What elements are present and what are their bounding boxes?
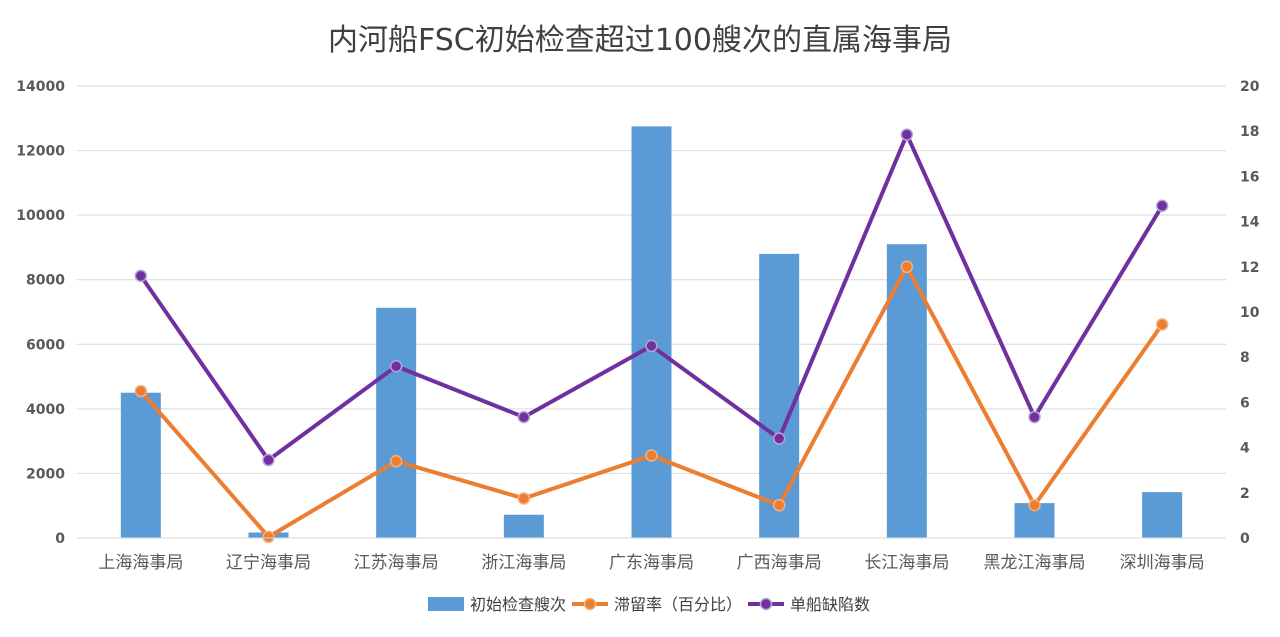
x-tick-label: 浙江海事局 bbox=[481, 553, 566, 573]
line-point bbox=[645, 339, 658, 353]
legend-marker bbox=[759, 597, 773, 611]
x-tick-label: 江苏海事局 bbox=[354, 553, 439, 573]
y-left-tick-label: 6000 bbox=[26, 337, 65, 353]
line-point bbox=[134, 384, 148, 398]
x-tick-label: 广西海事局 bbox=[737, 553, 822, 573]
line-point bbox=[517, 492, 531, 505]
y-left-tick-label: 12000 bbox=[16, 144, 65, 160]
line-point bbox=[1155, 199, 1169, 213]
line-point bbox=[900, 260, 914, 274]
y-left-tick-label: 2000 bbox=[26, 466, 65, 482]
line-point bbox=[1155, 318, 1169, 331]
y-left-tick-label: 10000 bbox=[16, 208, 65, 224]
line-point bbox=[134, 269, 148, 283]
y-left-tick-label: 4000 bbox=[26, 402, 65, 418]
y-right-tick-label: 20 bbox=[1240, 79, 1260, 95]
y-left-tick-label: 14000 bbox=[16, 79, 65, 95]
legend-swatch bbox=[428, 597, 464, 611]
y-right-tick-label: 2 bbox=[1240, 486, 1250, 502]
line-point bbox=[772, 498, 786, 512]
line-point bbox=[389, 359, 403, 373]
bar bbox=[120, 392, 161, 538]
x-tick-label: 上海海事局 bbox=[98, 553, 183, 573]
legend-label: 滞留率（百分比） bbox=[614, 595, 742, 614]
line-point bbox=[262, 453, 275, 467]
legend-label: 初始检查艘次 bbox=[470, 595, 566, 614]
line-point bbox=[517, 410, 531, 424]
x-tick-label: 黑龙江海事局 bbox=[984, 553, 1086, 573]
y-right-tick-label: 4 bbox=[1240, 441, 1250, 457]
x-tick-label: 辽宁海事局 bbox=[226, 553, 311, 573]
x-tick-label: 深圳海事局 bbox=[1120, 553, 1205, 573]
bar bbox=[631, 126, 672, 538]
line-point bbox=[389, 454, 403, 468]
line-point bbox=[645, 449, 658, 462]
line-point bbox=[1028, 410, 1041, 424]
y-right-tick-label: 12 bbox=[1240, 260, 1259, 276]
right-axis: 0 2 4 6 8 10 12 14 16 18 20 bbox=[1240, 79, 1260, 547]
x-tick-label: 广东海事局 bbox=[609, 553, 694, 573]
x-axis: 上海海事局 辽宁海事局 江苏海事局 浙江海事局 广东海事局 广西海事局 长江海事局 黑龙江海事… bbox=[77, 537, 1226, 573]
bar bbox=[886, 244, 927, 538]
bar bbox=[503, 514, 544, 538]
y-right-tick-label: 18 bbox=[1240, 124, 1259, 140]
bars-layer bbox=[120, 126, 1183, 538]
y-right-tick-label: 0 bbox=[1240, 531, 1250, 547]
bar bbox=[376, 307, 417, 538]
legend: 初始检查艘次 滞留率（百分比） 单船缺陷数 bbox=[428, 595, 870, 614]
line-point bbox=[262, 530, 275, 544]
y-right-tick-label: 16 bbox=[1240, 169, 1259, 185]
y-left-tick-label: 0 bbox=[55, 531, 65, 547]
y-right-tick-label: 6 bbox=[1240, 395, 1250, 411]
chart-title: 内河船FSC初始检查超过100艘次的直属海事局 bbox=[328, 23, 952, 58]
bar bbox=[759, 253, 800, 538]
bar bbox=[1142, 492, 1183, 538]
y-right-tick-label: 10 bbox=[1240, 305, 1260, 321]
lines-layer bbox=[134, 128, 1169, 544]
y-right-tick-label: 14 bbox=[1240, 215, 1260, 231]
line-point bbox=[772, 432, 786, 445]
y-left-tick-label: 8000 bbox=[26, 273, 65, 289]
legend-marker bbox=[583, 597, 597, 611]
legend-label: 单船缺陷数 bbox=[790, 595, 870, 614]
x-tick-label: 长江海事局 bbox=[864, 553, 949, 573]
left-axis: 0 2000 4000 6000 8000 10000 12000 14000 bbox=[16, 79, 65, 547]
line-point bbox=[900, 128, 914, 141]
y-right-tick-label: 8 bbox=[1240, 350, 1250, 366]
line-point bbox=[1028, 498, 1041, 512]
